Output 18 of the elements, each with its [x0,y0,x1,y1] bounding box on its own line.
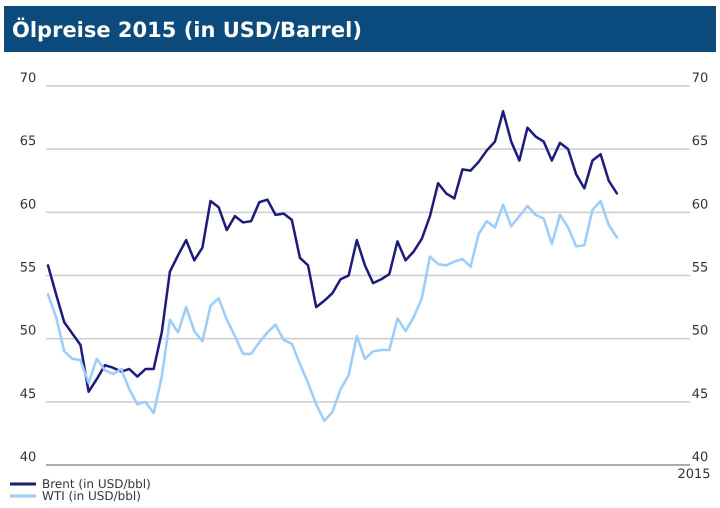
y2-tick-label: 45 [692,386,708,402]
y-tick-label: 40 [20,450,36,465]
y2-tick-label: 40 [692,450,708,465]
legend-label: Brent (in USD/bbl) [42,477,151,491]
y-tick-label: 70 [20,71,36,86]
legend-label: WTI (in USD/bbl) [42,489,141,503]
y-tick-label: 50 [20,324,36,339]
y-tick-label: 60 [20,197,36,212]
y-tick-label: 45 [20,386,36,402]
y2-tick-label: 50 [692,324,708,339]
chart-title: Ölpreise 2015 (in USD/Barrel) [12,17,362,42]
y2-tick-label: 70 [692,71,708,86]
x-axis-title: 2015 [677,467,711,482]
y-tick-label: 55 [20,260,36,276]
y2-tick-label: 65 [692,134,708,150]
y2-tick-label: 60 [692,197,708,212]
y2-tick-label: 55 [692,260,708,276]
y-tick-label: 65 [20,134,36,150]
